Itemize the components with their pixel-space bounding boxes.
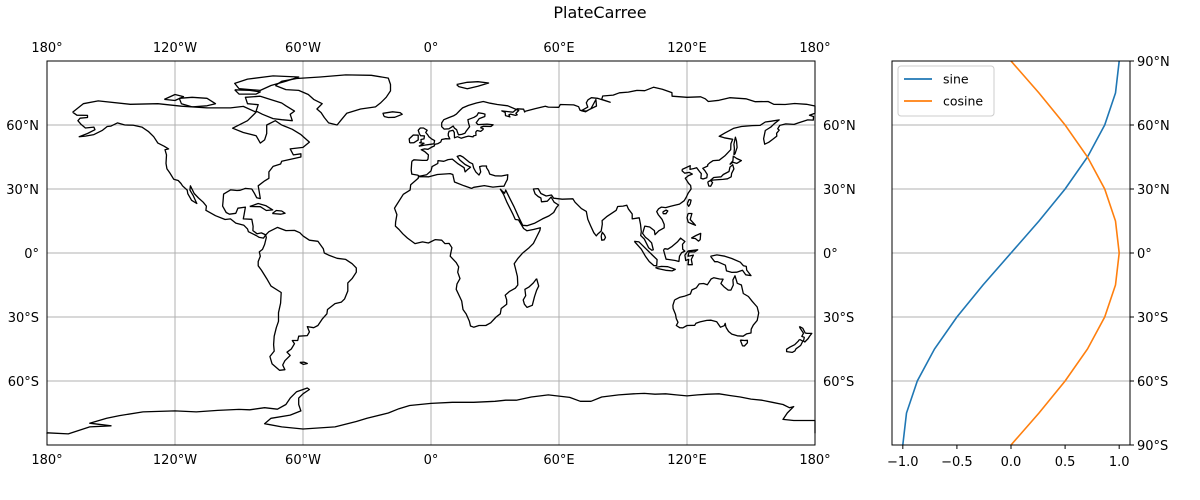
map-lat-tick-left: 30°S	[8, 311, 39, 326]
coastline-north-america	[72, 100, 311, 239]
coastline-madagascar	[522, 278, 540, 309]
coastline-japan-honshu	[709, 164, 735, 182]
map-lat-tick-left: 60°N	[6, 119, 39, 134]
coastline-sakhalin	[733, 136, 738, 156]
coastline-hainan	[662, 209, 669, 215]
map-lon-tick-bottom: 60°W	[285, 453, 321, 468]
map-tick-labels: 180° 180° 120°W 120°W 60°W 60°W 0° 0° 60°E 60°E 12…	[6, 41, 856, 468]
x-tick-label: 0.5	[1055, 455, 1076, 470]
coastline-eurasia	[393, 86, 816, 328]
legend-label-cosine: cosine	[943, 94, 983, 109]
map-lon-tick-top: 180°	[31, 41, 62, 56]
coastline-sulawesi	[684, 249, 699, 266]
coastline-borneo	[662, 237, 686, 263]
map-lat-tick-left: 30°N	[6, 183, 39, 198]
coastline-britain	[417, 127, 436, 147]
coastline-ellesmere	[234, 75, 300, 92]
coastline-devon-island	[234, 89, 261, 95]
map-lon-tick-top: 180°	[799, 41, 830, 56]
map-lat-tick-right: 60°S	[823, 375, 854, 390]
coastline-falklands	[299, 361, 308, 366]
map-lon-tick-bottom: 120°E	[667, 453, 707, 468]
coastline-iceland	[382, 111, 403, 119]
coastline-tasmania	[739, 339, 749, 347]
coastline-sri-lanka	[600, 231, 607, 241]
coastline-svalbard	[456, 81, 490, 90]
legend: sine cosine	[897, 65, 995, 117]
map-axes: 180° 180° 120°W 120°W 60°W 60°W 0° 0° 60°E 60°E 12…	[6, 41, 856, 468]
coastline-nz-south	[785, 338, 804, 354]
coastline-banks-island	[164, 93, 185, 102]
coastline-australia	[672, 275, 760, 337]
legend-label-sine: sine	[943, 72, 969, 87]
coastline-sumatra	[633, 240, 658, 267]
x-tick-label: 0.0	[1001, 455, 1022, 470]
line-series	[902, 60, 1121, 446]
series-line-cosine	[1010, 60, 1121, 446]
map-frame	[46, 60, 816, 446]
series-line-sine	[902, 60, 1120, 446]
map-lon-tick-bottom: 180°	[799, 453, 830, 468]
coastline-mindanao	[690, 232, 702, 242]
coastline-hokkaido	[729, 155, 743, 166]
y-tick-label: 60°N	[1137, 119, 1170, 134]
coastline-luzon	[686, 212, 697, 226]
map-lat-tick-right: 0°	[823, 247, 838, 262]
map-lat-tick-left: 0°	[24, 247, 39, 262]
coastline-south-america	[257, 226, 357, 371]
y-tick-label: 60°S	[1137, 375, 1168, 390]
line-tick-labels: −1.0 −0.5 0.0 0.5 1.0 90°S 60°S 30°S 0° 30°N 60°N 9…	[887, 55, 1170, 470]
coastline-hispaniola	[271, 209, 286, 215]
coastline-greenland	[274, 74, 392, 126]
coastlines	[46, 74, 816, 435]
map-lon-tick-bottom: 120°W	[153, 453, 197, 468]
coastline-kyushu	[707, 179, 714, 187]
x-tick-label: −1.0	[887, 455, 919, 470]
map-lat-tick-right: 60°N	[823, 119, 856, 134]
coastline-victoria-island	[178, 96, 217, 108]
coastline-cuba	[249, 202, 274, 212]
y-tick-label: 90°S	[1137, 439, 1168, 454]
map-lon-tick-top: 120°W	[153, 41, 197, 56]
map-lon-tick-top: 60°W	[285, 41, 321, 56]
map-lat-tick-right: 30°S	[823, 311, 854, 326]
map-title: PlateCarree	[553, 3, 646, 22]
coastline-new-guinea	[709, 254, 752, 277]
map-lon-tick-bottom: 0°	[424, 453, 439, 468]
coastline-taiwan	[686, 198, 692, 207]
line-axes: −1.0 −0.5 0.0 0.5 1.0 90°S 60°S 30°S 0° 30°N 60°N 9…	[887, 55, 1170, 470]
coastline-antarctica	[46, 387, 816, 435]
x-tick-label: 1.0	[1109, 455, 1130, 470]
y-tick-label: 30°N	[1137, 183, 1170, 198]
map-lon-tick-top: 60°E	[543, 41, 574, 56]
coastline-nz-north	[798, 325, 813, 343]
y-tick-label: 0°	[1137, 247, 1152, 262]
map-lat-tick-left: 60°S	[8, 375, 39, 390]
map-lat-tick-right: 30°N	[823, 183, 856, 198]
x-tick-label: −0.5	[941, 455, 973, 470]
coastline-baffin	[244, 95, 296, 122]
map-lon-tick-top: 120°E	[667, 41, 707, 56]
y-tick-label: 90°N	[1137, 55, 1170, 70]
map-lon-tick-bottom: 180°	[31, 453, 62, 468]
map-lon-tick-bottom: 60°E	[543, 453, 574, 468]
map-gridlines	[46, 61, 816, 445]
coastline-ireland	[408, 134, 419, 144]
coastline-java	[655, 265, 676, 272]
y-tick-label: 30°S	[1137, 311, 1168, 326]
map-lon-tick-top: 0°	[424, 41, 439, 56]
